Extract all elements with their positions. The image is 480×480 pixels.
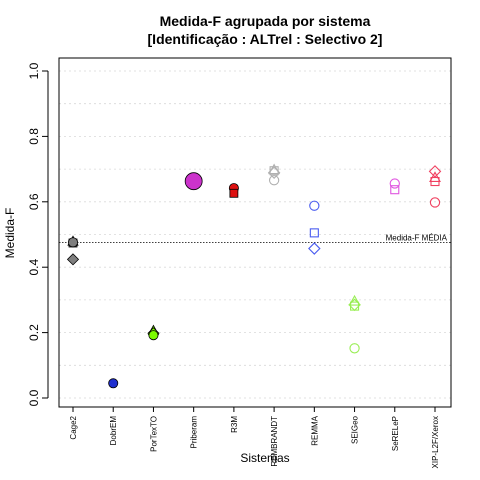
y-tick-label: 0.6 [27, 193, 41, 210]
x-tick-label: REMBRANDT [270, 416, 279, 467]
y-tick-label: 1.0 [27, 62, 41, 79]
x-tick-label: SeRELeP [391, 416, 400, 451]
data-point-circle [349, 343, 360, 354]
data-point-triangle [429, 171, 441, 182]
data-point-circle [389, 178, 400, 189]
y-axis: 0.0 0.2 0.4 0.6 0.8 1.0 [27, 62, 49, 406]
data-point-circle [309, 200, 320, 211]
data-point-circle [68, 237, 79, 248]
data-point-square [350, 301, 360, 311]
reference-line-group: Medida-F MÉDIA [59, 233, 451, 243]
data-point-circle [108, 378, 119, 389]
y-tick-label: 0.0 [27, 389, 41, 406]
data-point-triangle [348, 294, 361, 306]
x-tick-label: Cage2 [69, 415, 78, 439]
gridlines [59, 70, 451, 399]
data-point-square [309, 228, 319, 238]
chart-title: Medida-F agrupada por sistema [160, 13, 371, 29]
data-point-circle [184, 172, 203, 191]
data-point-square [390, 185, 400, 195]
average-reference-label: Medida-F MÉDIA [386, 233, 448, 242]
y-tick-label: 0.2 [27, 324, 41, 341]
chart-subtitle: [Identificação : ALTrel : Selectivo 2] [148, 31, 383, 47]
data-points [66, 163, 442, 389]
x-tick-label: Priberam [190, 416, 199, 449]
x-tick-label: XIP-L2F/Xerox [431, 416, 440, 468]
x-axis: Cage2 DobrEM PorTexTO Priberam R3M REMBRANDT R… [69, 406, 440, 468]
data-point-square [269, 166, 279, 176]
x-tick-label: SEIGeo [351, 415, 360, 444]
x-tick-label: REMMA [310, 415, 319, 445]
x-axis-label: Sistemas [240, 451, 289, 465]
data-point-circle [429, 197, 441, 208]
data-point-square [229, 188, 239, 198]
data-point-circle [268, 175, 280, 186]
x-tick-label: R3M [230, 416, 239, 433]
data-point-circle [148, 330, 159, 341]
data-point-diamond [308, 242, 321, 255]
data-point-diamond [66, 253, 80, 266]
y-axis-label: Medida-F [3, 208, 17, 259]
data-point-diamond [428, 165, 442, 178]
y-tick-label: 0.8 [27, 128, 41, 145]
x-tick-label: DobrEM [109, 416, 118, 446]
x-tick-label: PorTexTO [149, 416, 158, 452]
data-point-square [430, 176, 440, 187]
y-tick-label: 0.4 [27, 259, 41, 276]
